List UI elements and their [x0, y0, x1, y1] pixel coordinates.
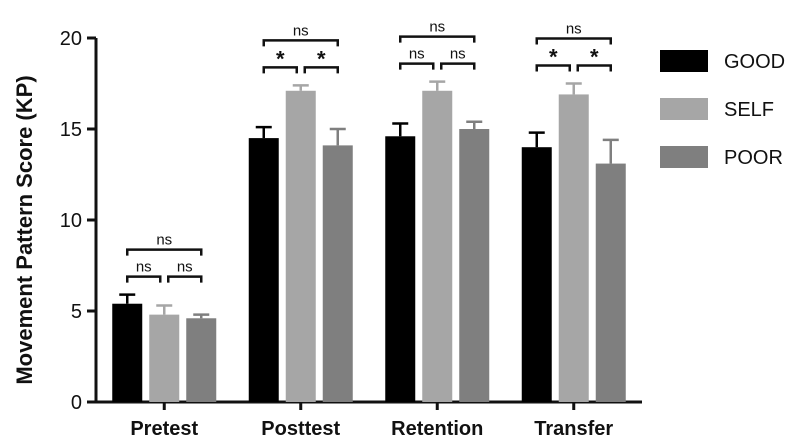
- x-tick-label: Posttest: [261, 418, 340, 440]
- x-tick-label: Retention: [391, 418, 483, 440]
- legend-swatch-self: [660, 98, 708, 120]
- y-tick-label: 10: [60, 210, 82, 232]
- y-tick-label: 20: [60, 28, 82, 50]
- bar-self: [285, 90, 316, 402]
- bar-good: [521, 147, 552, 402]
- x-tick-label: Transfer: [534, 418, 613, 440]
- bar-poor: [595, 163, 626, 402]
- legend-label-good: GOOD: [724, 51, 785, 73]
- significance-label: ns: [156, 232, 172, 249]
- significance-bracket: [399, 35, 476, 43]
- significance-label: *: [276, 46, 285, 71]
- error-bars: [119, 80, 619, 319]
- significance-label: ns: [429, 19, 445, 36]
- significance-label: ns: [409, 46, 425, 63]
- legend-label-self: SELF: [724, 99, 774, 121]
- bar-good: [385, 136, 416, 402]
- significance-label: *: [590, 45, 599, 70]
- legend-swatch-poor: [660, 146, 708, 168]
- significance-bracket: [262, 66, 298, 74]
- bar-self: [422, 90, 453, 402]
- x-tick-label: Pretest: [130, 418, 198, 440]
- bar-self: [149, 314, 180, 402]
- bar-poor: [186, 318, 217, 402]
- significance-label: ns: [293, 22, 309, 39]
- significance-label: ns: [450, 46, 466, 63]
- significance-bracket: [303, 66, 339, 74]
- bar-poor: [322, 145, 353, 402]
- significance-bracket: [126, 275, 162, 283]
- bar-good: [248, 138, 279, 402]
- significance-label: ns: [136, 259, 152, 276]
- significance-bracket: [262, 39, 339, 47]
- significance-label: *: [549, 45, 558, 70]
- bar-poor: [459, 129, 490, 402]
- significance-bracket: [399, 62, 435, 70]
- significance-bracket: [440, 62, 476, 70]
- significance-bracket: [167, 275, 203, 283]
- y-tick-label: 15: [60, 119, 82, 141]
- y-axis-title: Movement Pattern Score (KP): [12, 75, 37, 384]
- significance-bracket: [535, 37, 612, 45]
- bar-self: [558, 94, 589, 403]
- significance-bracket: [126, 248, 203, 256]
- significance-label: *: [317, 46, 326, 71]
- significance-bracket: [576, 64, 612, 72]
- significance-label: ns: [177, 259, 193, 276]
- bar-good: [112, 303, 143, 402]
- axes: 0 5 10 15 20 Pretest Posttest Retention Transfer: [60, 28, 642, 440]
- legend-label-poor: POOR: [724, 147, 783, 169]
- significance-label: ns: [566, 21, 582, 38]
- y-tick-label: 0: [71, 392, 82, 414]
- significance-bracket: [535, 64, 571, 72]
- legend: GOOD SELF POOR: [660, 50, 785, 169]
- y-tick-label: 5: [71, 301, 82, 323]
- legend-swatch-good: [660, 50, 708, 72]
- bars: [112, 90, 626, 403]
